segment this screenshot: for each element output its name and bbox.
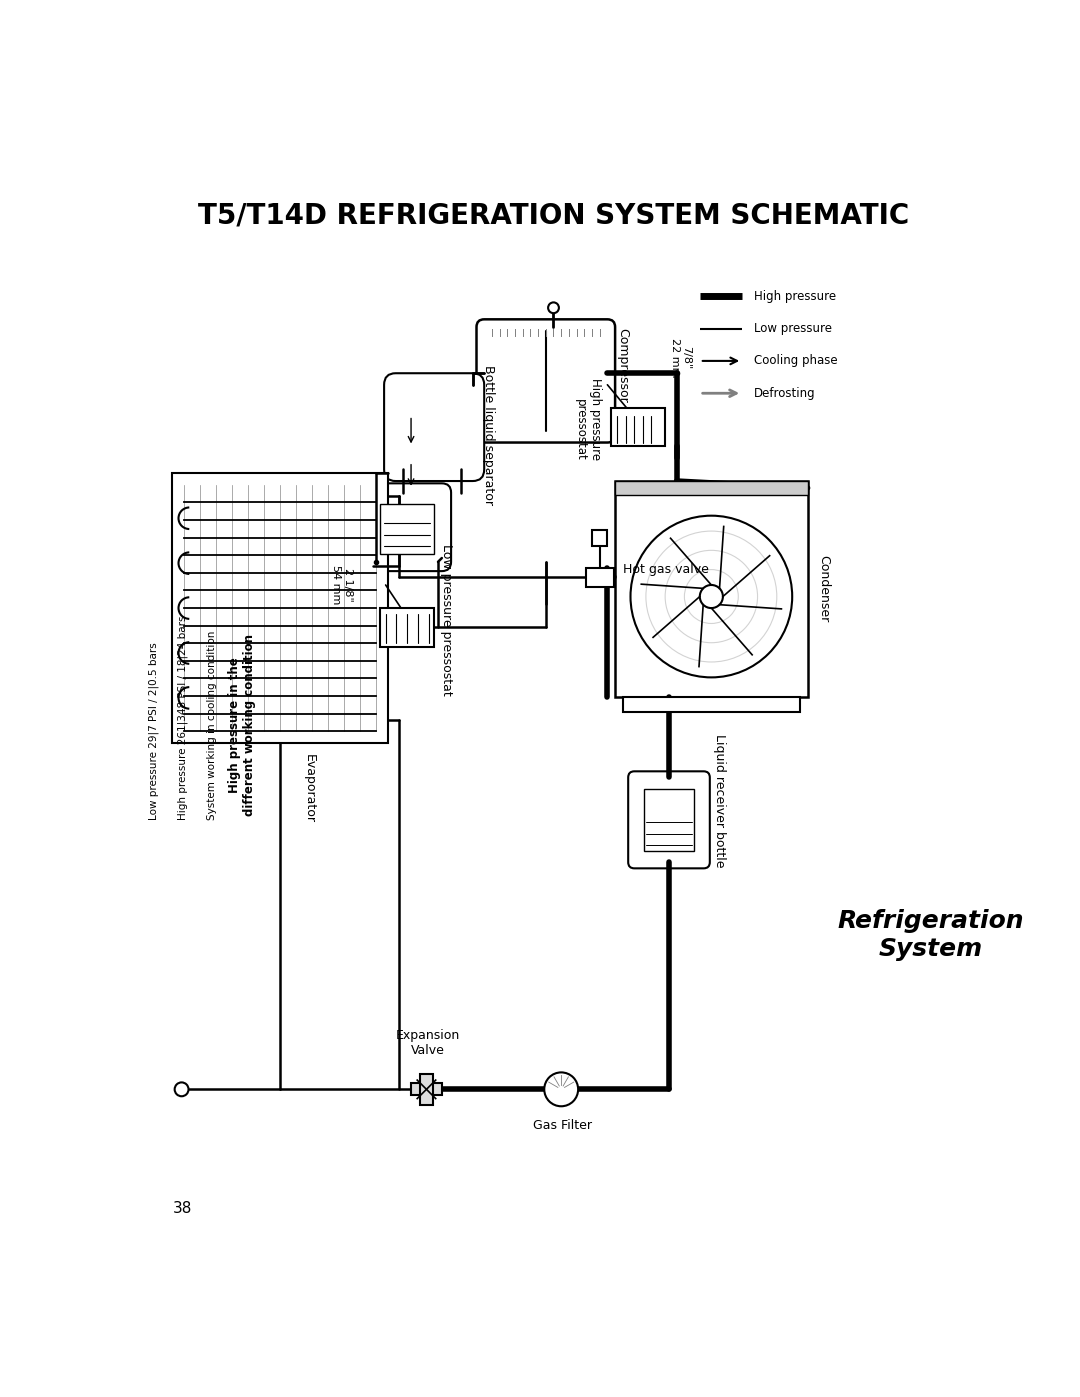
Text: 7/8"
22 mm: 7/8" 22 mm — [670, 338, 691, 377]
Text: Liquid receiver bottle: Liquid receiver bottle — [713, 733, 726, 868]
Bar — [611, 408, 665, 447]
Text: T5/T14D REFRIGERATION SYSTEM SCHEMATIC: T5/T14D REFRIGERATION SYSTEM SCHEMATIC — [198, 201, 909, 229]
Text: Bottle liquid separator: Bottle liquid separator — [482, 365, 495, 504]
Text: Compressor: Compressor — [617, 328, 630, 402]
Circle shape — [700, 585, 723, 608]
FancyBboxPatch shape — [384, 373, 484, 481]
Text: Expansion
Valve: Expansion Valve — [396, 1030, 460, 1058]
Text: High pressure in the
different working condition: High pressure in the different working c… — [228, 634, 256, 816]
Text: Condenser: Condenser — [816, 555, 829, 623]
Text: Low pressure: Low pressure — [754, 323, 832, 335]
Text: High pressure
pressostat: High pressure pressostat — [573, 379, 602, 461]
Text: Refrigeration
System: Refrigeration System — [838, 909, 1024, 961]
Text: Evaporator: Evaporator — [303, 754, 316, 823]
Bar — [380, 608, 434, 647]
Circle shape — [549, 302, 558, 313]
Text: Low pressure 29|7 PSI / 2|0.5 bars: Low pressure 29|7 PSI / 2|0.5 bars — [149, 643, 159, 820]
Bar — [420, 1074, 433, 1105]
Text: High pressure: High pressure — [754, 289, 836, 303]
Bar — [411, 1083, 442, 1095]
Text: 2 1/8"
54 mm: 2 1/8" 54 mm — [330, 566, 352, 605]
Bar — [623, 697, 800, 712]
Bar — [592, 529, 607, 546]
Bar — [380, 504, 434, 555]
Text: System working in cooling condition: System working in cooling condition — [207, 630, 217, 820]
Bar — [616, 481, 808, 495]
Bar — [585, 569, 613, 587]
Bar — [644, 789, 694, 851]
Text: 38: 38 — [173, 1201, 192, 1217]
Circle shape — [544, 1073, 578, 1106]
Bar — [173, 474, 388, 743]
Circle shape — [631, 515, 793, 678]
Circle shape — [175, 1083, 189, 1097]
FancyBboxPatch shape — [629, 771, 710, 869]
Text: Defrosting: Defrosting — [754, 387, 815, 400]
Text: Cooling phase: Cooling phase — [754, 355, 837, 367]
Text: Gas Filter: Gas Filter — [534, 1119, 592, 1132]
Text: Hot gas valve: Hot gas valve — [623, 563, 708, 576]
Text: Low pressure pressostat: Low pressure pressostat — [440, 543, 453, 696]
Bar — [616, 481, 808, 697]
FancyBboxPatch shape — [363, 483, 451, 571]
Text: High pressure 261|348 PSI / 18|24 bars: High pressure 261|348 PSI / 18|24 bars — [178, 615, 188, 820]
FancyBboxPatch shape — [476, 320, 616, 443]
